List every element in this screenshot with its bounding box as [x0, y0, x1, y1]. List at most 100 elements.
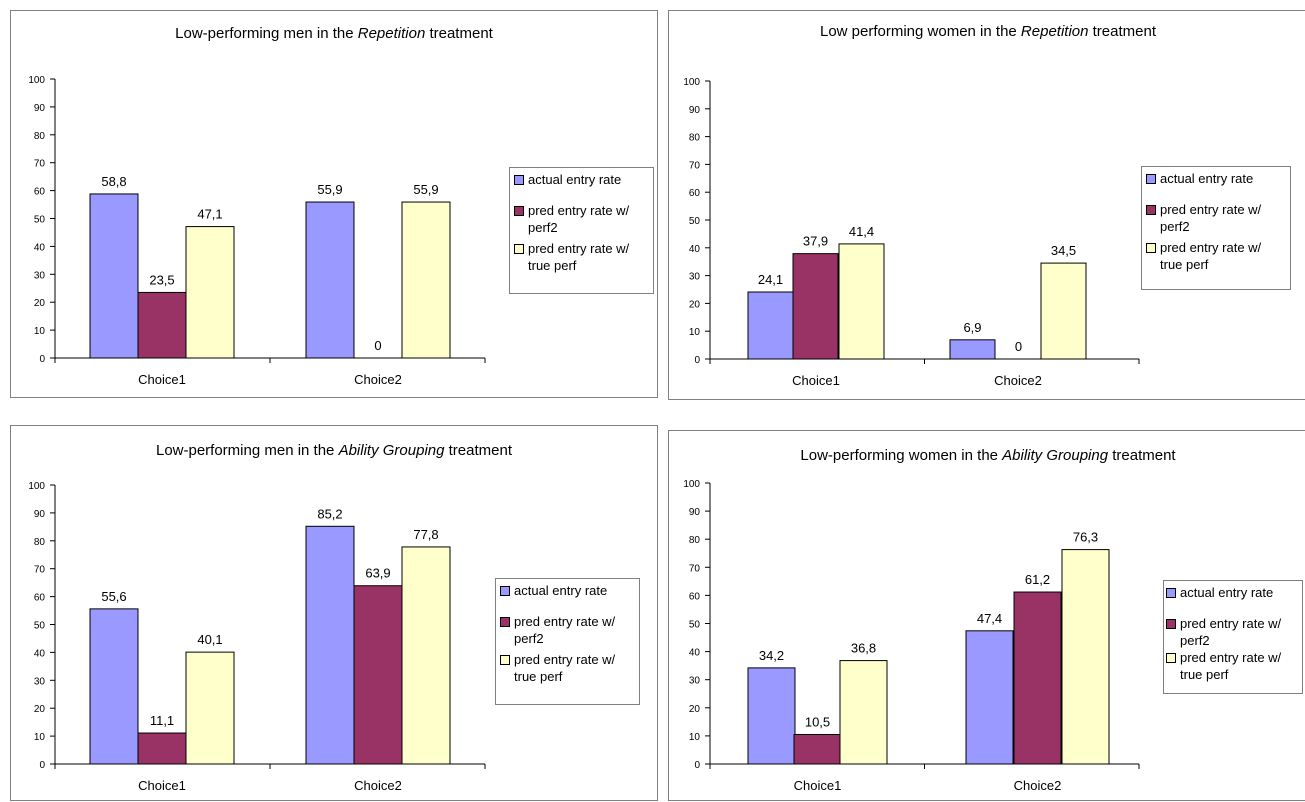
y-tick-label: 40 [34, 242, 46, 253]
y-tick-label: 0 [39, 354, 45, 365]
bar-true-perf [401, 546, 451, 765]
legend-item-actual: actual entry rate [514, 171, 649, 188]
legend-item-perf2: pred entry rate w/ perf2 [514, 202, 649, 236]
bar-true-perf [185, 651, 235, 765]
x-tick-label: Choice2 [354, 778, 402, 793]
chart-panel-women-ability-grouping: Low-performing women in the Ability Grou… [668, 430, 1305, 801]
bar-chart-men-repetition: 0 10 20 30 40 50 60 70 80 90 100 58,8 23,5 47,1 Choice… [28, 75, 486, 387]
legend-item-true-perf: pred entry rate w/ true perf [1166, 649, 1300, 683]
y-tick-label: 20 [689, 299, 701, 310]
legend-item-perf2: pred entry rate w/ perf2 [1166, 615, 1300, 649]
y-tick-label: 90 [689, 507, 701, 518]
data-label: 0 [374, 338, 381, 353]
y-tick-label: 30 [689, 676, 701, 687]
bar-true-perf [185, 226, 235, 359]
y-tick-label: 90 [689, 105, 701, 116]
legend-swatch-true-perf [1146, 243, 1156, 253]
y-tick-label: 10 [689, 327, 701, 338]
y-tick-label: 0 [694, 760, 700, 771]
bar-actual [305, 201, 355, 359]
y-tick-label: 60 [689, 591, 701, 602]
legend-item-true-perf: pred entry rate w/ true perf [1146, 239, 1286, 273]
bar-true-perf [838, 243, 885, 360]
data-label: 58,8 [101, 174, 126, 189]
data-label: 47,1 [197, 207, 222, 222]
y-tick-label: 80 [689, 133, 701, 144]
data-label: 36,8 [851, 641, 876, 656]
legend: actual entry rate pred entry rate w/ per… [1141, 166, 1291, 290]
bar-actual [89, 608, 139, 765]
y-tick-label: 100 [28, 481, 45, 492]
data-label: 10,5 [805, 714, 830, 729]
legend-swatch-actual [1146, 174, 1156, 184]
data-label: 11,1 [150, 713, 174, 728]
bar-true-perf [1061, 549, 1110, 765]
y-tick-label: 40 [689, 244, 701, 255]
y-tick-label: 100 [683, 479, 700, 490]
x-tick-label: Choice2 [354, 372, 402, 387]
y-tick-label: 30 [34, 270, 46, 281]
legend-item-true-perf: pred entry rate w/ true perf [500, 651, 635, 685]
chart-title: Low-performing women in the Ability Grou… [800, 447, 1176, 464]
y-tick-label: 10 [689, 732, 701, 743]
y-tick-label: 50 [34, 215, 46, 226]
y-tick-label: 70 [689, 160, 701, 171]
y-tick-label: 10 [34, 732, 46, 743]
data-label: 55,9 [413, 182, 438, 197]
y-tick-label: 0 [694, 355, 700, 366]
legend-item-perf2: pred entry rate w/ perf2 [500, 613, 635, 647]
y-tick-label: 80 [34, 131, 46, 142]
bar-perf2 [1013, 591, 1062, 765]
data-label: 0 [1015, 339, 1022, 354]
bar-actual [965, 630, 1014, 765]
y-tick-label: 50 [34, 621, 46, 632]
y-tick-label: 80 [34, 537, 46, 548]
data-label: 6,9 [963, 320, 981, 335]
x-tick-label: Choice1 [794, 778, 842, 793]
y-tick-label: 50 [689, 216, 701, 227]
y-tick-label: 100 [683, 77, 700, 88]
y-tick-label: 20 [34, 704, 46, 715]
bar-actual [747, 291, 794, 360]
y-tick-label: 40 [34, 648, 46, 659]
bar-actual [747, 667, 796, 765]
y-tick-label: 60 [689, 188, 701, 199]
y-tick-label: 0 [39, 760, 45, 771]
legend: actual entry rate pred entry rate w/ per… [509, 167, 654, 294]
y-tick-label: 90 [34, 509, 46, 520]
x-tick-label: Choice1 [792, 373, 840, 388]
y-tick-label: 80 [689, 535, 701, 546]
legend-swatch-perf2 [1166, 619, 1176, 629]
y-tick-label: 60 [34, 593, 46, 604]
legend-swatch-true-perf [1166, 653, 1176, 663]
y-tick-label: 10 [34, 326, 46, 337]
y-tick-label: 30 [34, 676, 46, 687]
bar-perf2 [353, 585, 403, 765]
data-label: 23,5 [149, 272, 174, 287]
legend: actual entry rate pred entry rate w/ per… [1163, 580, 1303, 694]
data-label: 41,4 [849, 224, 874, 239]
legend-swatch-actual [500, 586, 510, 596]
chart-panel-women-repetition: Low performing women in the Repetition t… [668, 10, 1305, 400]
bar-true-perf [839, 660, 888, 765]
y-tick-label: 90 [34, 103, 46, 114]
y-tick-label: 20 [34, 298, 46, 309]
bar-perf2 [793, 733, 842, 765]
data-label: 34,2 [759, 648, 784, 663]
bar-actual [89, 193, 139, 359]
data-label: 40,1 [197, 632, 222, 647]
bar-actual [305, 525, 355, 765]
x-tick-label: Choice1 [138, 372, 186, 387]
x-tick-label: Choice2 [994, 373, 1042, 388]
legend-swatch-actual [1166, 588, 1176, 598]
legend-swatch-true-perf [514, 244, 524, 254]
chart-title: Low-performing men in the Ability Groupi… [155, 442, 512, 459]
legend-swatch-actual [514, 175, 524, 185]
legend-swatch-true-perf [500, 655, 510, 665]
chart-panel-men-ability-grouping: Low-performing men in the Ability Groupi… [10, 425, 658, 801]
legend-swatch-perf2 [514, 206, 524, 216]
bar-perf2 [137, 291, 187, 359]
legend-swatch-perf2 [1146, 205, 1156, 215]
bar-perf2 [137, 732, 187, 765]
data-label: 55,9 [317, 182, 342, 197]
